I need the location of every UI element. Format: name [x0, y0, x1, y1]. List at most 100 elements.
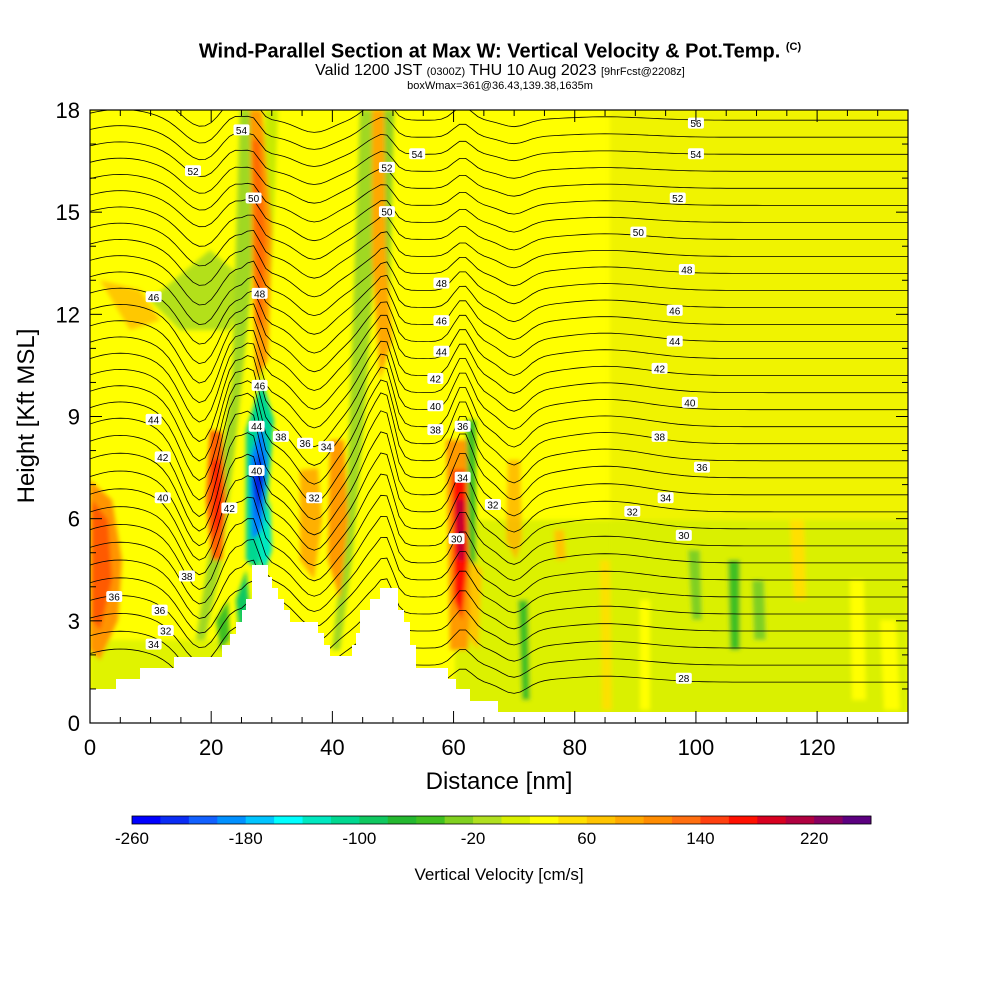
colorbar-tick-label: -260: [115, 829, 149, 848]
contour-label-text: 48: [436, 279, 448, 290]
contour-label: 34: [454, 471, 471, 484]
contour-label-text: 34: [148, 640, 160, 651]
contour-label-text: 50: [248, 194, 260, 205]
colorbar-swatch: [643, 816, 673, 824]
colorbar-swatch: [757, 816, 787, 824]
contour-label-text: 30: [451, 535, 463, 546]
theta-contour-line: [90, 366, 908, 466]
contour-label: 44: [248, 420, 265, 433]
contour-label-text: 32: [627, 507, 639, 518]
colorbar-swatch: [217, 816, 247, 824]
contour-label-text: 28: [678, 674, 690, 685]
theta-contour-line: [90, 173, 908, 223]
contour-label-text: 54: [412, 150, 424, 161]
x-tick-label: 0: [84, 735, 96, 760]
colorbar-tick-label: -180: [229, 829, 263, 848]
contour-label: 50: [630, 226, 647, 239]
colorbar-tick-label: 140: [686, 829, 714, 848]
colorbar-tick-label: 220: [800, 829, 828, 848]
contour-label-text: 36: [154, 606, 166, 617]
y-tick-label: 6: [68, 507, 80, 532]
x-tick-label: 20: [199, 735, 223, 760]
contour-label-text: 38: [654, 432, 666, 443]
contour-label-text: 46: [254, 381, 266, 392]
theta-contour-line: [90, 536, 908, 612]
contour-label: 42: [154, 451, 171, 464]
y-tick-label: 18: [56, 98, 80, 123]
contour-label: 54: [233, 124, 250, 137]
contour-label: 42: [221, 502, 238, 515]
contour-label: 52: [185, 165, 202, 178]
x-tick-label: 100: [678, 735, 715, 760]
colorbar-swatch: [785, 816, 815, 824]
contour-label: 44: [433, 345, 450, 358]
contour-label-text: 50: [381, 208, 393, 219]
contour-label-text: 44: [436, 347, 448, 358]
theta-contour-line: [90, 595, 908, 658]
y-tick-label: 9: [68, 405, 80, 430]
contour-label-text: 32: [309, 494, 321, 505]
theta-contour-line: [90, 238, 908, 298]
colorbar-swatch: [387, 816, 417, 824]
colorbar-swatch: [814, 816, 843, 824]
contour-label: 34: [145, 638, 162, 651]
contour-label-text: 44: [148, 415, 160, 426]
theta-contour-line: [90, 190, 908, 242]
contour-label-text: 32: [487, 501, 499, 512]
terrain-mask: [90, 565, 908, 723]
theta-contour-line: [90, 379, 908, 485]
theta-contour-line: [90, 327, 908, 410]
valid-utc: (0300Z): [426, 65, 466, 78]
contour-label: 46: [666, 304, 683, 317]
contour-label-text: 34: [321, 443, 333, 454]
theta-contour-line: [90, 340, 908, 429]
x-tick-label: 120: [799, 735, 836, 760]
theta-contour-line: [90, 271, 908, 335]
theta-contour-line: [90, 577, 908, 643]
contour-label-text: 40: [684, 398, 696, 409]
contour-label: 46: [145, 291, 162, 304]
contour-label: 48: [251, 287, 268, 300]
contour-label-text: 36: [696, 463, 708, 474]
contour-label: 38: [427, 424, 444, 437]
contour-label-text: 48: [681, 266, 693, 277]
contour-label-text: 40: [157, 494, 169, 505]
contour-label: 54: [409, 148, 426, 161]
colorbar-swatch: [132, 816, 161, 824]
theta-contour-line: [90, 410, 908, 521]
contour-label: 38: [651, 430, 668, 443]
contour-label-text: 46: [148, 293, 160, 304]
contour-label: 36: [106, 590, 123, 603]
colorbar-swatch: [302, 816, 332, 824]
contour-label-text: 44: [251, 422, 263, 433]
colorbar: [131, 815, 872, 825]
x-axis-label: Distance [nm]: [426, 768, 573, 795]
contour-label-text: 36: [109, 592, 121, 603]
colorbar-swatch: [188, 816, 218, 824]
theta-contour-line: [90, 157, 908, 204]
contour-label: 38: [178, 570, 195, 583]
theta-contour-line: [90, 515, 908, 597]
contour-label-text: 36: [300, 439, 312, 450]
colorbar-swatch: [615, 816, 645, 824]
valid-date: THU 10 Aug 2023: [469, 61, 597, 79]
contour-label: 42: [651, 362, 668, 375]
colorbar-swatch: [245, 816, 275, 824]
contour-label-text: 52: [381, 163, 393, 174]
theta-contours: [90, 110, 908, 704]
colorbar-swatch: [274, 816, 303, 824]
contour-label: 36: [151, 604, 168, 617]
theta-contour-line: [90, 557, 908, 628]
contour-label: 44: [666, 335, 683, 348]
theta-contour-line: [90, 287, 908, 354]
contour-label: 36: [297, 437, 314, 450]
contour-label: 48: [678, 264, 695, 277]
contour-label: 36: [454, 420, 471, 433]
y-tick-label: 0: [68, 711, 80, 736]
contour-label: 56: [687, 117, 704, 130]
contour-label-text: 56: [690, 119, 702, 130]
contour-label: 32: [624, 505, 641, 518]
plot-area: [90, 110, 908, 723]
colorbar-swatch: [558, 816, 588, 824]
